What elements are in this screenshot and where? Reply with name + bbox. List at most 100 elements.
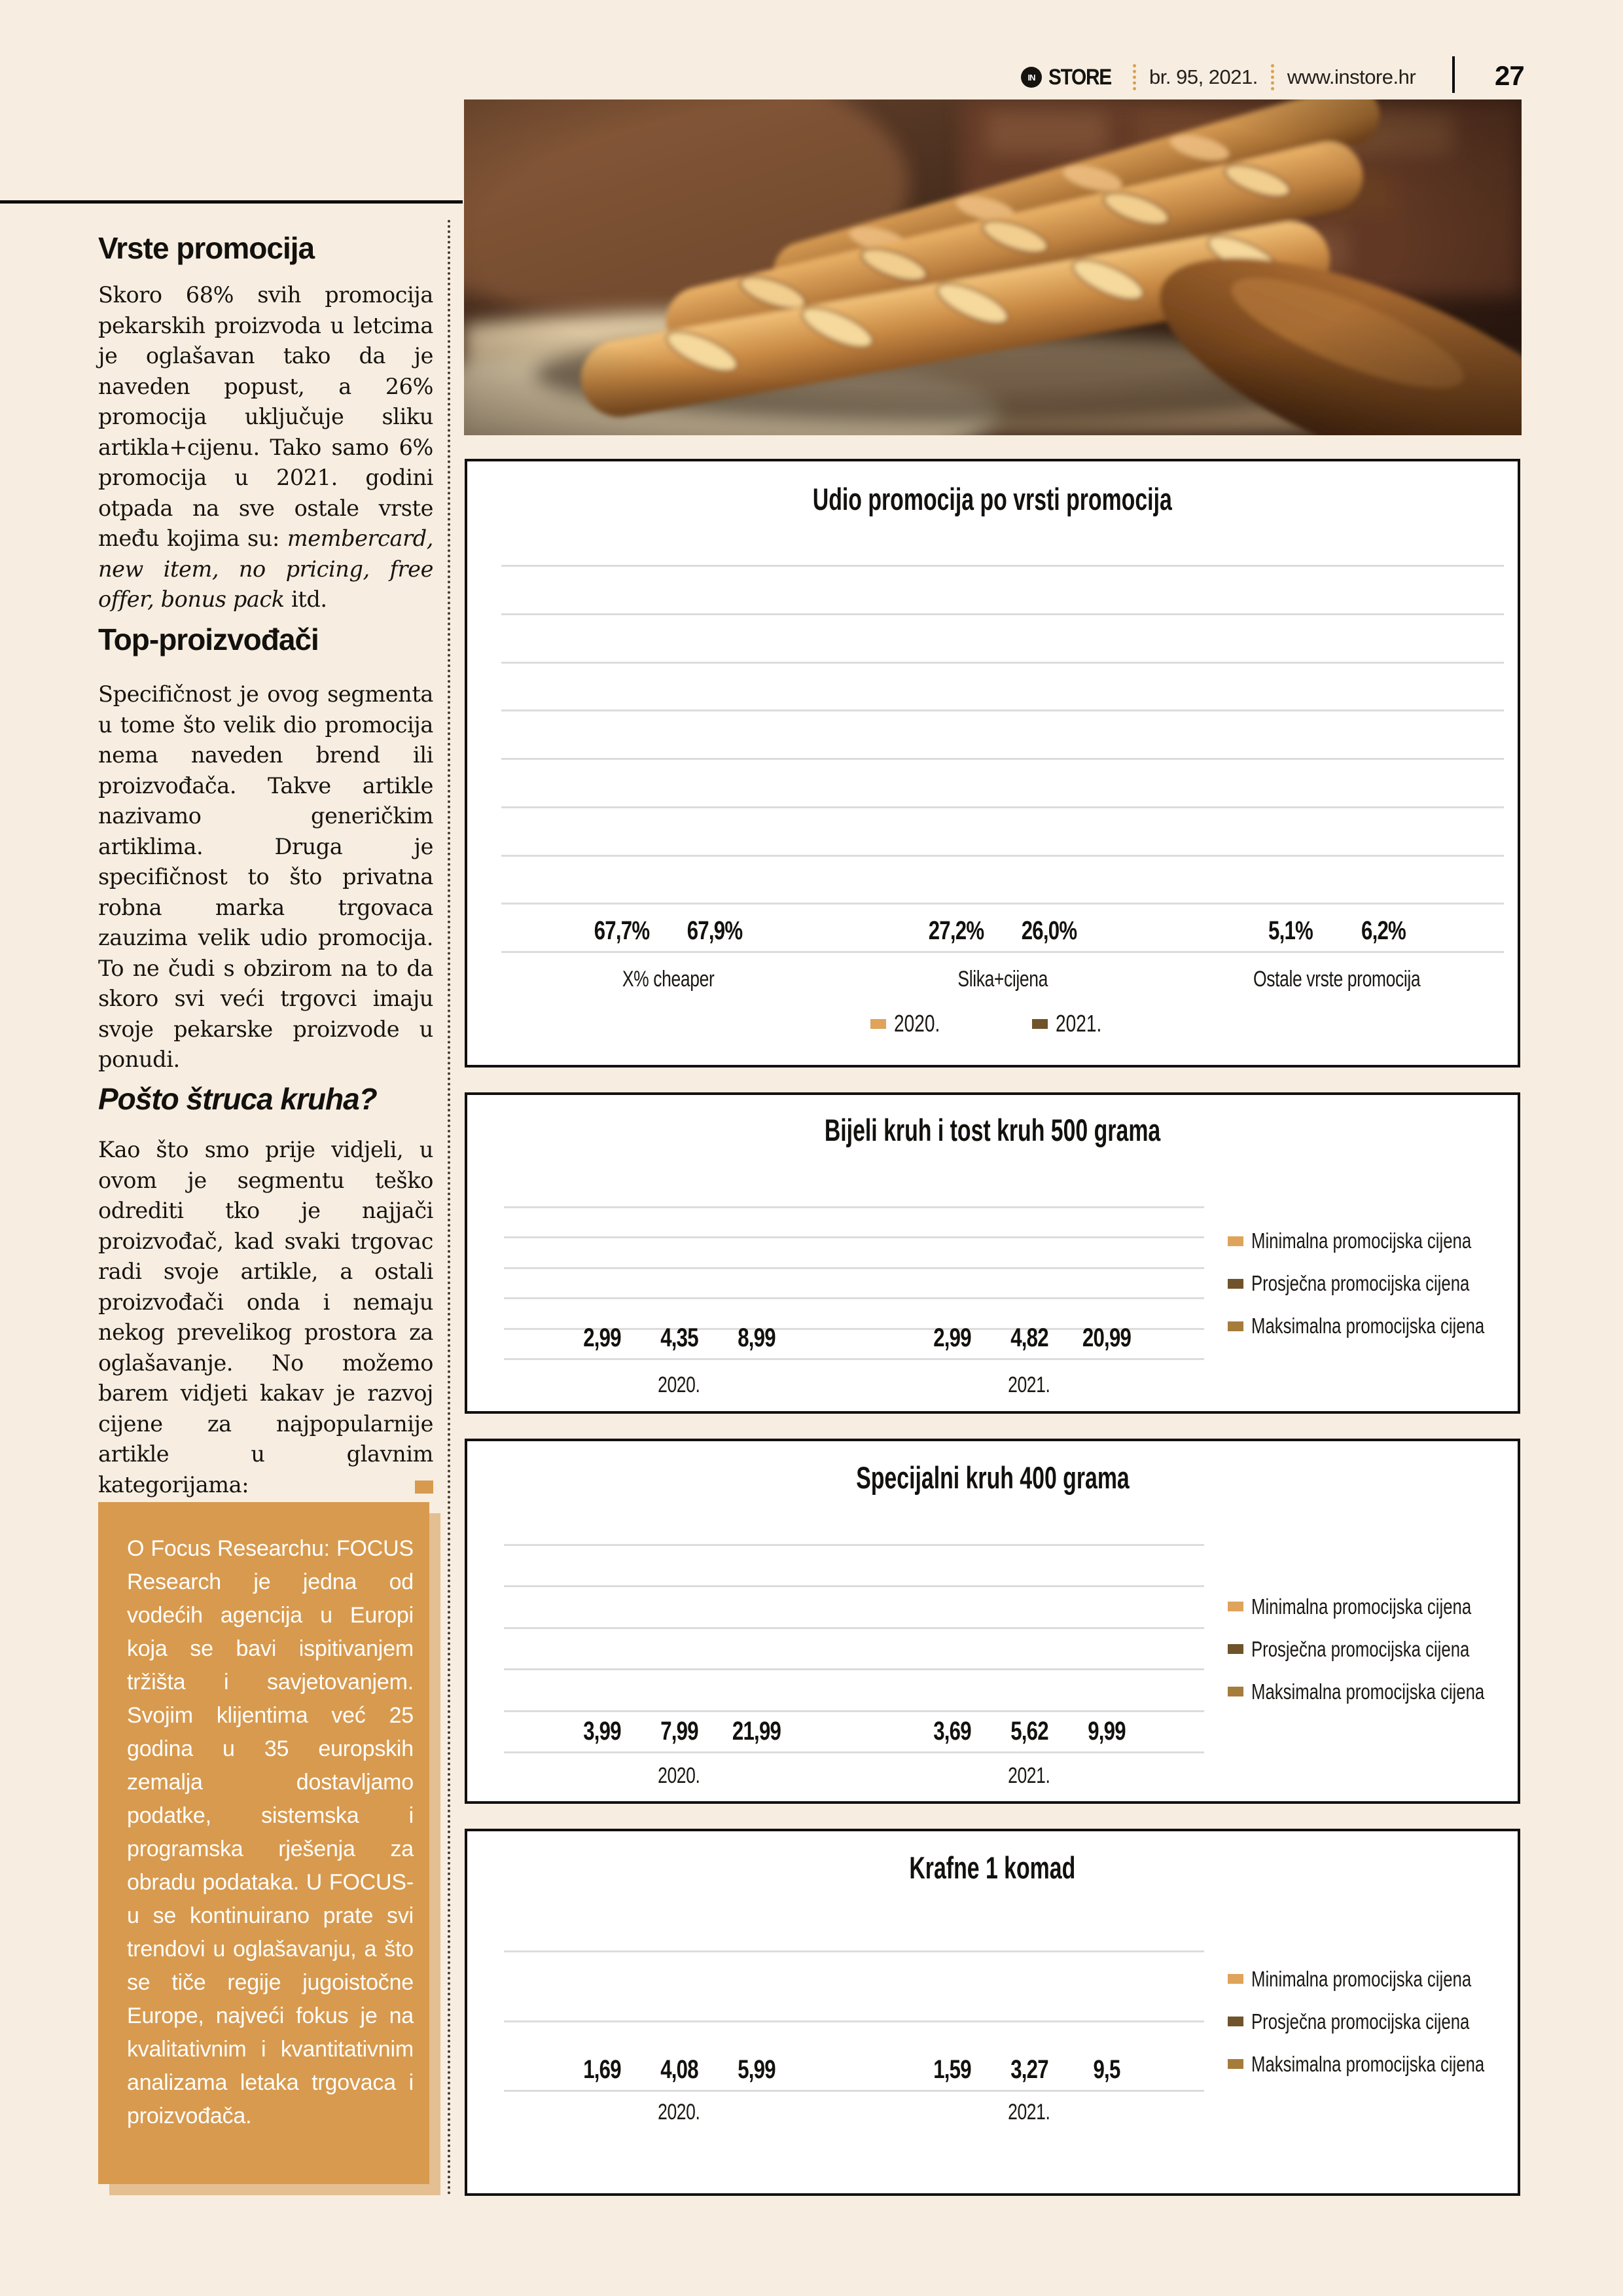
- legend-swatch-icon: [1228, 2059, 1243, 2069]
- value-label: 3,27: [1010, 2055, 1048, 2084]
- gridline: [504, 1585, 1204, 1588]
- category-label-text: 2021.: [1008, 1763, 1050, 1788]
- paragraph-text: Specifičnost je ovog segmenta u tome što…: [98, 681, 433, 1072]
- legend-label: 2021.: [1056, 1010, 1115, 1037]
- chart-title: Specijalni kruh 400 grama: [467, 1460, 1518, 1496]
- header-divider: [1452, 56, 1455, 93]
- paragraph-italic-segment: membercard, new item, no pricing, free o…: [98, 526, 433, 612]
- category-label-text: 2020.: [658, 2100, 700, 2125]
- category-label-text: X% cheaper: [622, 967, 715, 992]
- category-label: 2021.: [854, 2100, 1204, 2125]
- category-label: 2020.: [504, 2100, 854, 2125]
- value-label: 67,7%: [594, 916, 650, 945]
- gridline: [504, 1710, 1204, 1712]
- value-label: 9,5: [1092, 2055, 1120, 2084]
- infobox-text: O Focus Researchu: FOCUS Research je jed…: [127, 1536, 414, 2128]
- chart-title-text: Krafne 1 komad: [909, 1850, 1076, 1885]
- column-divider: [448, 220, 450, 2197]
- gridline: [501, 806, 1504, 808]
- page-number: 27: [1495, 60, 1525, 91]
- legend-label: Minimalna promocijska cijena: [1251, 1967, 1533, 1992]
- legend-label-text: 2020.: [894, 1010, 940, 1037]
- plot-area: 1,69 4,08 5,99 1,59 3,27 9,5: [504, 1950, 1204, 2092]
- category-label: Ostale vrste promocija: [1169, 967, 1504, 992]
- legend-label-text: Prosječna promocijska cijena: [1251, 2009, 1470, 2034]
- legend-swatch-icon: [1228, 2017, 1243, 2026]
- value-label: 1,59: [933, 2055, 971, 2084]
- legend-item: 2021.: [1031, 1010, 1115, 1037]
- chart-specijalni-kruh: Specijalni kruh 400 grama 3,99 7,99 21,99 3,…: [465, 1439, 1520, 1804]
- value-label: 2,99: [582, 1323, 621, 1352]
- legend-swatch-icon: [1228, 1278, 1243, 1289]
- value-label: 6,2%: [1361, 916, 1406, 945]
- gridline: [501, 709, 1504, 712]
- bar-group: 5,1% 6,2%: [1169, 566, 1504, 952]
- gridline: [504, 1950, 1204, 1952]
- category-label: 2020.: [504, 1372, 854, 1398]
- bar-group: 27,2% 26,0%: [836, 566, 1170, 952]
- legend-label: Maksimalna promocijska cijena: [1251, 2052, 1550, 2077]
- value-label: 9,99: [1087, 1717, 1126, 1746]
- dotted-separator-icon: [1270, 64, 1274, 90]
- paragraph-segment: Kao što smo prije vidjeli, u ovom je seg…: [98, 1137, 433, 1498]
- category-label-text: 2021.: [1008, 2100, 1050, 2125]
- category-label: 2021.: [854, 1763, 1204, 1789]
- category-label: 2020.: [504, 1763, 854, 1789]
- gridline: [504, 2090, 1204, 2092]
- chart-bijeli-kruh: Bijeli kruh i tost kruh 500 grama 2,99 4,3…: [465, 1092, 1520, 1414]
- plot-area: 67,7% 67,9% 27,2% 26,0% 5,1% 6,2%: [501, 565, 1504, 953]
- legend-item: Maksimalna promocijska cijena: [1228, 1314, 1516, 1338]
- heading-text: Vrste promocija: [98, 231, 315, 265]
- gridline: [501, 903, 1504, 905]
- value-label: 26,0%: [1021, 916, 1077, 945]
- instore-logo: IN STORE: [1021, 65, 1120, 90]
- chart-udio-promocija: Udio promocija po vrsti promocija 67,7% 67…: [465, 459, 1520, 1067]
- gridline: [501, 854, 1504, 857]
- value-label: 8,99: [737, 1323, 776, 1352]
- chart-title: Krafne 1 komad: [467, 1850, 1518, 1886]
- paragraph-segment: Skoro 68% svih promocija pekarskih proiz…: [98, 282, 433, 551]
- bar-groups: 67,7% 67,9% 27,2% 26,0% 5,1% 6,2%: [501, 566, 1504, 952]
- instore-logo-icon: IN: [1021, 67, 1042, 88]
- legend: Minimalna promocijska cijena Prosječna pr…: [1228, 1545, 1516, 1753]
- gridline: [504, 1544, 1204, 1546]
- category-label: Slika+cijena: [836, 967, 1170, 992]
- heading-text: Pošto štruca kruha?: [98, 1082, 378, 1116]
- page-header: IN STORE br. 95, 2021. www.instore.hr: [1021, 58, 1416, 97]
- value-label: 5,99: [737, 2055, 776, 2084]
- category-axis: 2020. 2021.: [504, 1372, 1204, 1398]
- legend-label: Minimalna promocijska cijena: [1251, 1229, 1533, 1253]
- gridline: [504, 1206, 1204, 1208]
- chart-title-text: Bijeli kruh i tost kruh 500 grama: [824, 1113, 1161, 1147]
- section-heading-top-proizvodaci: Top-proizvođači: [98, 622, 433, 657]
- legend-label: Prosječna promocijska cijena: [1251, 1271, 1531, 1296]
- legend-label-text: Minimalna promocijska cijena: [1251, 1594, 1472, 1619]
- paragraph-text: Kao što smo prije vidjeli, u ovom je seg…: [98, 1135, 433, 1500]
- legend-label-text: Prosječna promocijska cijena: [1251, 1636, 1470, 1661]
- value-label: 21,99: [732, 1717, 781, 1746]
- legend-label: Maksimalna promocijska cijena: [1251, 1314, 1550, 1338]
- bar-group: 2,99 4,82 20,99: [854, 1208, 1204, 1359]
- gridline: [504, 1358, 1204, 1360]
- bar-group: 2,99 4,35 8,99: [504, 1208, 854, 1359]
- legend-label-text: Prosječna promocijska cijena: [1251, 1271, 1470, 1295]
- category-axis: 2020. 2021.: [504, 2100, 1204, 2125]
- legend-swatch-icon: [1228, 1236, 1243, 1246]
- legend-item: Minimalna promocijska cijena: [1228, 1594, 1516, 1619]
- category-label: 2021.: [854, 1372, 1204, 1398]
- legend: Minimalna promocijska cijena Prosječna pr…: [1228, 1208, 1516, 1359]
- bar-groups: 3,99 7,99 21,99 3,69 5,62 9,99: [504, 1545, 1204, 1753]
- gridline: [501, 661, 1504, 664]
- gridline: [504, 1626, 1204, 1629]
- site-link[interactable]: www.instore.hr: [1287, 65, 1416, 88]
- category-label: X% cheaper: [501, 967, 836, 992]
- bar-group: 3,69 5,62 9,99: [854, 1545, 1204, 1753]
- legend-label-text: 2021.: [1055, 1010, 1101, 1037]
- category-label-text: Ostale vrste promocija: [1253, 967, 1421, 992]
- gridline: [501, 951, 1504, 953]
- chart-title: Bijeli kruh i tost kruh 500 grama: [467, 1112, 1518, 1148]
- chart-title-text: Udio promocija po vrsti promocija: [812, 482, 1173, 516]
- bar-group: 1,59 3,27 9,5: [854, 1952, 1204, 2091]
- gridline: [504, 2020, 1204, 2022]
- legend-label: Maksimalna promocijska cijena: [1251, 1679, 1550, 1704]
